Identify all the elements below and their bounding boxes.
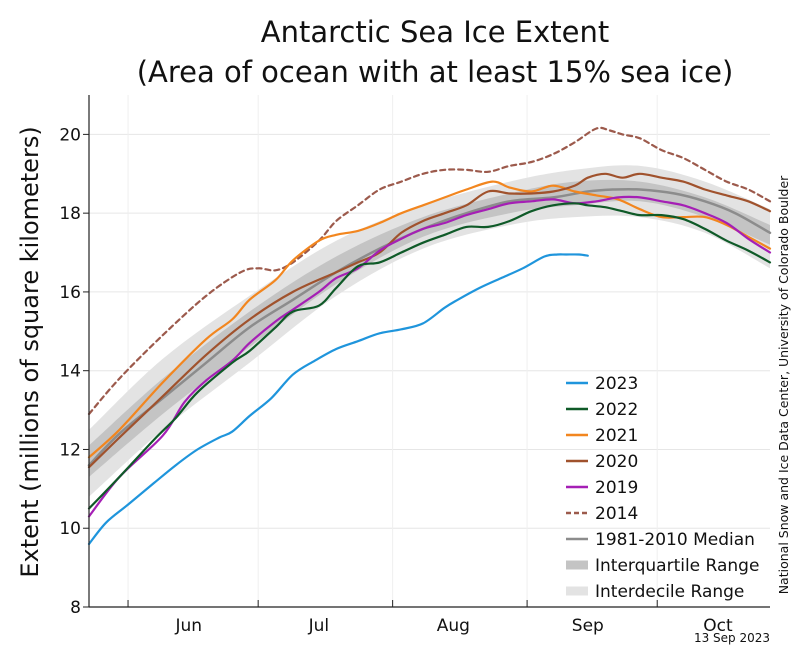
series-line-2014 (87, 126, 772, 416)
legend-item-2019: 2019 (566, 478, 638, 498)
x-tick-label-jun: Jun (174, 616, 202, 636)
legend: 2023 2022 2021 2020 2019 2014 1981-2010 Median… (566, 374, 759, 602)
range-bands (89, 165, 770, 497)
series-line-2023 (87, 253, 589, 546)
interquartile-band (89, 179, 770, 477)
x-tick-label-jul: Jul (308, 616, 330, 636)
y-tick-label-10: 10 (59, 519, 81, 539)
legend-item-2014: 2014 (566, 504, 638, 524)
x-tick-label-oct: Oct (703, 616, 733, 636)
data-series (87, 126, 772, 546)
x-tick-label-sep: Sep (572, 616, 604, 636)
series-line-2021 (87, 180, 772, 459)
axes: 8 10 12 14 16 18 20 Jun Jul Aug Sep Oct (59, 95, 770, 636)
legend-item-2021: 2021 (566, 426, 638, 446)
legend-item-interdecile-range: Interdecile Range (566, 582, 744, 602)
legend-item-2020: 2020 (566, 452, 638, 472)
legend-label: 2014 (595, 504, 638, 524)
y-axis-label: Extent (millions of square kilometers) (16, 126, 44, 577)
chart-title-line2: (Area of ocean with at least 15% sea ice… (137, 55, 734, 89)
date-stamp: 13 Sep 2023 (694, 631, 770, 645)
legend-label: Interquartile Range (595, 556, 759, 576)
y-tick-label-14: 14 (59, 362, 81, 382)
legend-label: 1981-2010 Median (595, 530, 755, 550)
y-tick-label-16: 16 (59, 283, 81, 303)
legend-label: 2020 (595, 452, 638, 472)
chart-title-line1: Antarctic Sea Ice Extent (261, 15, 609, 49)
series-line-2020 (87, 172, 772, 469)
y-tick-label-20: 20 (59, 125, 81, 145)
legend-item-1981-2010-median: 1981-2010 Median (566, 530, 755, 550)
legend-item-2022: 2022 (566, 400, 638, 420)
y-tick-label-8: 8 (70, 598, 81, 618)
series-line-2022 (87, 202, 772, 510)
y-tick-label-12: 12 (59, 440, 81, 460)
credit-text: National Snow and Ice Data Center, Unive… (776, 175, 791, 594)
x-tick-label-aug: Aug (437, 616, 470, 636)
series-line-1981-2010-median (87, 187, 772, 467)
legend-label: Interdecile Range (595, 582, 744, 602)
legend-item-interquartile-range: Interquartile Range (566, 556, 759, 576)
legend-label: 2019 (595, 478, 638, 498)
legend-label: 2023 (595, 374, 638, 394)
legend-label: 2022 (595, 400, 638, 420)
y-tick-label-18: 18 (59, 204, 81, 224)
series-line-2019 (87, 195, 772, 518)
legend-item-2023: 2023 (566, 374, 638, 394)
legend-label: 2021 (595, 426, 638, 446)
